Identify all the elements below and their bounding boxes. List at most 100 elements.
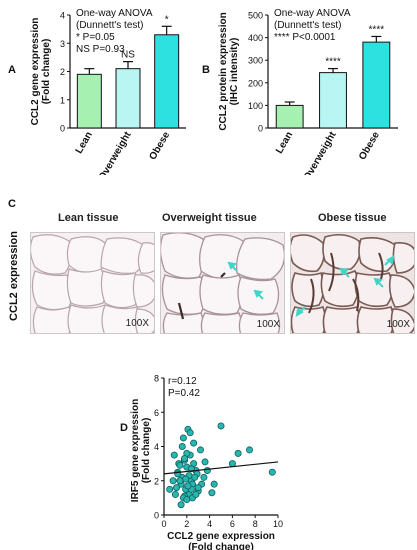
y-tick-label-4: 400 xyxy=(248,33,263,43)
annotation-line-1: (Dunnett's test) xyxy=(274,20,342,31)
y-tick-label-0: 0 xyxy=(258,124,263,134)
data-point-52 xyxy=(210,480,218,488)
data-point-39 xyxy=(177,501,185,509)
data-point-47 xyxy=(181,454,189,462)
data-point-34 xyxy=(217,422,225,430)
data-point-23 xyxy=(176,461,184,469)
y-axis-label-line-0: CCL2 protein expression xyxy=(218,12,229,130)
y-tick-label-0: 0 xyxy=(60,124,65,134)
y-axis-label-line-1: (Fold change) xyxy=(41,39,52,105)
data-point-48 xyxy=(183,496,191,504)
data-point-2 xyxy=(171,490,179,498)
data-point-54 xyxy=(176,477,184,485)
panel-label-a: A xyxy=(8,64,16,76)
annotation-line-2: * P=0.05 xyxy=(76,32,115,43)
annotation-line-0: One-way ANOVA xyxy=(274,8,351,19)
magnification-obese: 100X xyxy=(386,319,410,330)
bar-lean xyxy=(275,104,304,129)
category-label-lean: Lean xyxy=(74,130,95,156)
tissue-title-obese: Obese tissue xyxy=(318,212,387,224)
y-tick-label-5: 500 xyxy=(248,11,263,21)
data-point-32 xyxy=(203,466,211,474)
bar-overweight xyxy=(115,68,141,129)
data-point-45 xyxy=(191,473,199,481)
x-tick-label-4: 8 xyxy=(253,519,258,529)
y-tick-label-4: 8 xyxy=(154,374,159,384)
x-axis-label-line-1: (Fold change) xyxy=(188,542,254,550)
tissue-title-lean: Lean tissue xyxy=(58,212,119,224)
magnification-lean: 100X xyxy=(125,318,149,329)
y-tick-label-1: 1 xyxy=(60,95,65,105)
histology-image-overweight: 100X xyxy=(160,232,285,334)
data-point-1 xyxy=(169,477,177,485)
y-tick-label-3: 300 xyxy=(248,56,263,66)
x-axis-label-line-0: CCL2 gene expression xyxy=(167,531,275,542)
y-axis-label-line-1: (IHC intensity) xyxy=(229,38,240,106)
data-point-0 xyxy=(166,485,174,493)
y-axis-label-line-1: (Fold change) xyxy=(141,418,152,484)
category-label-overweight: Overweight xyxy=(97,129,134,175)
adipocyte-cells-overweight xyxy=(161,233,284,333)
panel-label-c: C xyxy=(8,198,16,210)
y-tick-label-1: 100 xyxy=(248,101,263,111)
annotation-line-1: P=0.42 xyxy=(168,388,200,399)
trend-line xyxy=(163,461,279,475)
row-label-ccl2-expression: CCL2 expression xyxy=(8,231,20,321)
x-tick-label-2: 4 xyxy=(207,519,212,529)
x-tick-label-5: 10 xyxy=(273,519,283,529)
annotation-line-1: (Dunnett's test) xyxy=(76,20,144,31)
category-label-obese: Obese xyxy=(147,130,172,162)
y-tick-label-1: 2 xyxy=(154,476,159,486)
data-point-51 xyxy=(201,458,209,466)
bar-obese xyxy=(154,34,180,129)
y-tick-label-0: 0 xyxy=(154,511,159,521)
data-point-50 xyxy=(194,484,202,492)
data-point-35 xyxy=(228,460,236,468)
y-axis-label-line-0: CCL2 gene expression xyxy=(30,18,41,126)
data-point-22 xyxy=(173,484,181,492)
annotation-line-2: **** P<0.0001 xyxy=(274,32,336,43)
category-label-overweight: Overweight xyxy=(302,129,339,175)
x-tick-label-3: 6 xyxy=(230,519,235,529)
lean-overlay: 100X xyxy=(30,232,153,332)
annotation-line-3: NS P=0.93 xyxy=(76,44,125,55)
y-axis-label-line-0: IRF5 gene expression xyxy=(130,399,141,502)
magnification-overweight: 100X xyxy=(256,319,280,330)
y-tick-label-2: 200 xyxy=(248,78,263,88)
data-point-37 xyxy=(246,446,254,454)
x-tick-label-0: 0 xyxy=(161,519,166,529)
data-point-19 xyxy=(196,446,204,454)
bar-overweight xyxy=(319,72,347,129)
data-point-7 xyxy=(179,434,187,442)
data-point-43 xyxy=(186,429,194,437)
adipocyte-cells-lean xyxy=(31,234,154,333)
y-tick-label-3: 3 xyxy=(60,39,65,49)
data-point-16 xyxy=(190,439,198,447)
y-tick-label-2: 2 xyxy=(60,67,65,77)
y-tick-label-3: 6 xyxy=(154,408,159,418)
significance-obese: * xyxy=(165,14,169,25)
y-tick-label-4: 4 xyxy=(60,11,65,21)
data-point-20 xyxy=(200,473,208,481)
bar-chart-ccl2-gene: 0 1 2 3 4 CCL2 gene expression (Fold change) Le… xyxy=(30,8,186,175)
data-point-21 xyxy=(170,451,178,459)
bar-obese xyxy=(362,41,391,129)
histology-image-obese: 100X xyxy=(290,232,415,334)
x-tick-label-1: 2 xyxy=(184,519,189,529)
data-point-53 xyxy=(192,490,200,498)
adipocyte-cells-obese xyxy=(291,233,414,333)
category-label-lean: Lean xyxy=(274,130,295,156)
data-point-38 xyxy=(268,468,276,476)
significance-overweight: NS xyxy=(121,50,135,61)
panel-label-d: D xyxy=(120,422,128,434)
bar-lean xyxy=(76,73,102,129)
data-point-36 xyxy=(234,449,242,457)
y-tick-label-2: 4 xyxy=(154,442,159,452)
data-point-33 xyxy=(208,489,216,497)
tissue-title-overweight: Overweight tissue xyxy=(162,212,257,224)
annotation-line-0: r=0.12 xyxy=(168,376,197,387)
significance-obese: **** xyxy=(369,24,385,35)
annotation-line-0: One-way ANOVA xyxy=(76,8,153,19)
